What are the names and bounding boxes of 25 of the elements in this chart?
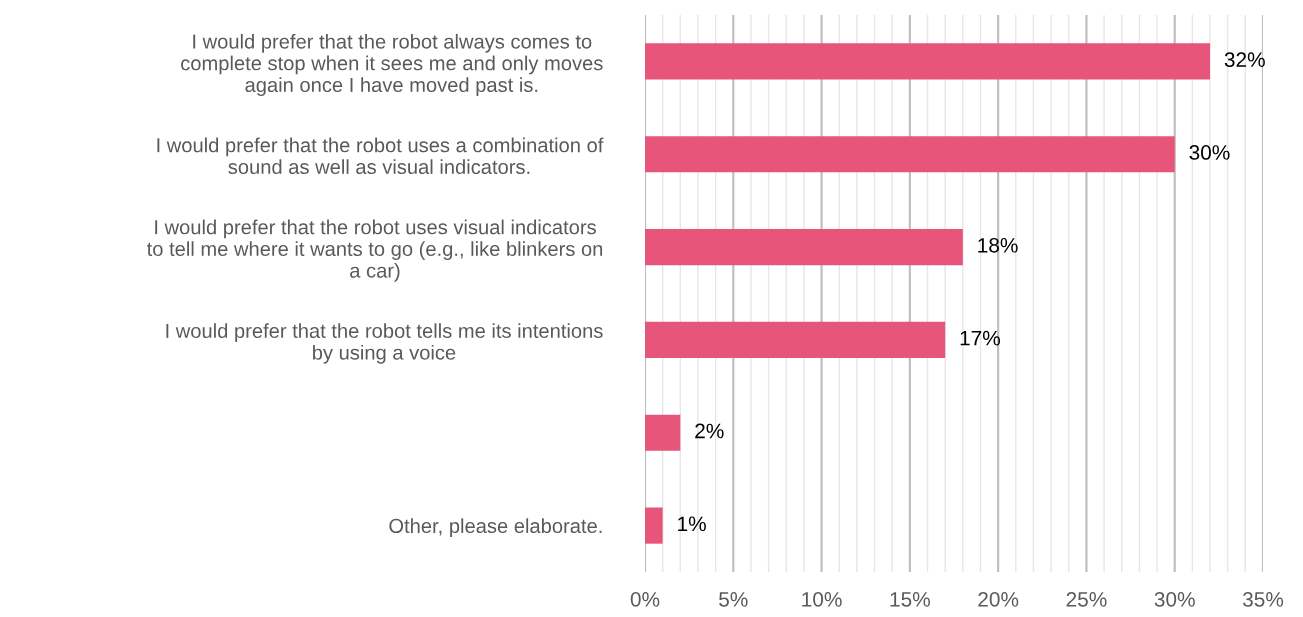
x-tick-label: 0% — [630, 591, 660, 607]
data-label: 18% — [978, 237, 1018, 253]
y-tick-label: I would prefer that the robot uses visual indicators to tell me where it wants to go (e.g., like blinkers on a car) — [146, 219, 603, 282]
y-tick-label: I would prefer that the robot always comes to complete stop when it sees me and only moves again once I have moved past is. — [181, 33, 603, 97]
data-label: 30% — [1189, 145, 1230, 160]
bar — [645, 136, 1175, 173]
data-label: 1% — [678, 516, 706, 532]
data-label: 2% — [695, 423, 724, 439]
x-tick-label: 30% — [1154, 591, 1195, 607]
x-tick-label: 25% — [1066, 591, 1107, 607]
bar — [645, 507, 663, 544]
y-tick-label: Other, please elaborate. — [389, 518, 602, 538]
bar — [645, 414, 681, 451]
x-tick-label: 10% — [802, 591, 842, 607]
y-tick-label: I would prefer that the robot uses a combination of sound as well as visual indicators. — [157, 137, 604, 175]
data-label: 32% — [1224, 52, 1265, 68]
bar — [645, 321, 946, 359]
x-tick-label: 20% — [978, 591, 1019, 607]
x-tick-label: 5% — [719, 592, 748, 607]
bar — [645, 228, 963, 266]
y-tick-label: I would prefer that the robot tells me its intentions by using a voice — [166, 323, 603, 364]
x-tick-label: 15% — [890, 592, 930, 607]
data-label: 17% — [960, 330, 1001, 346]
x-tick-label: 35% — [1242, 591, 1284, 607]
bar — [645, 43, 1211, 80]
